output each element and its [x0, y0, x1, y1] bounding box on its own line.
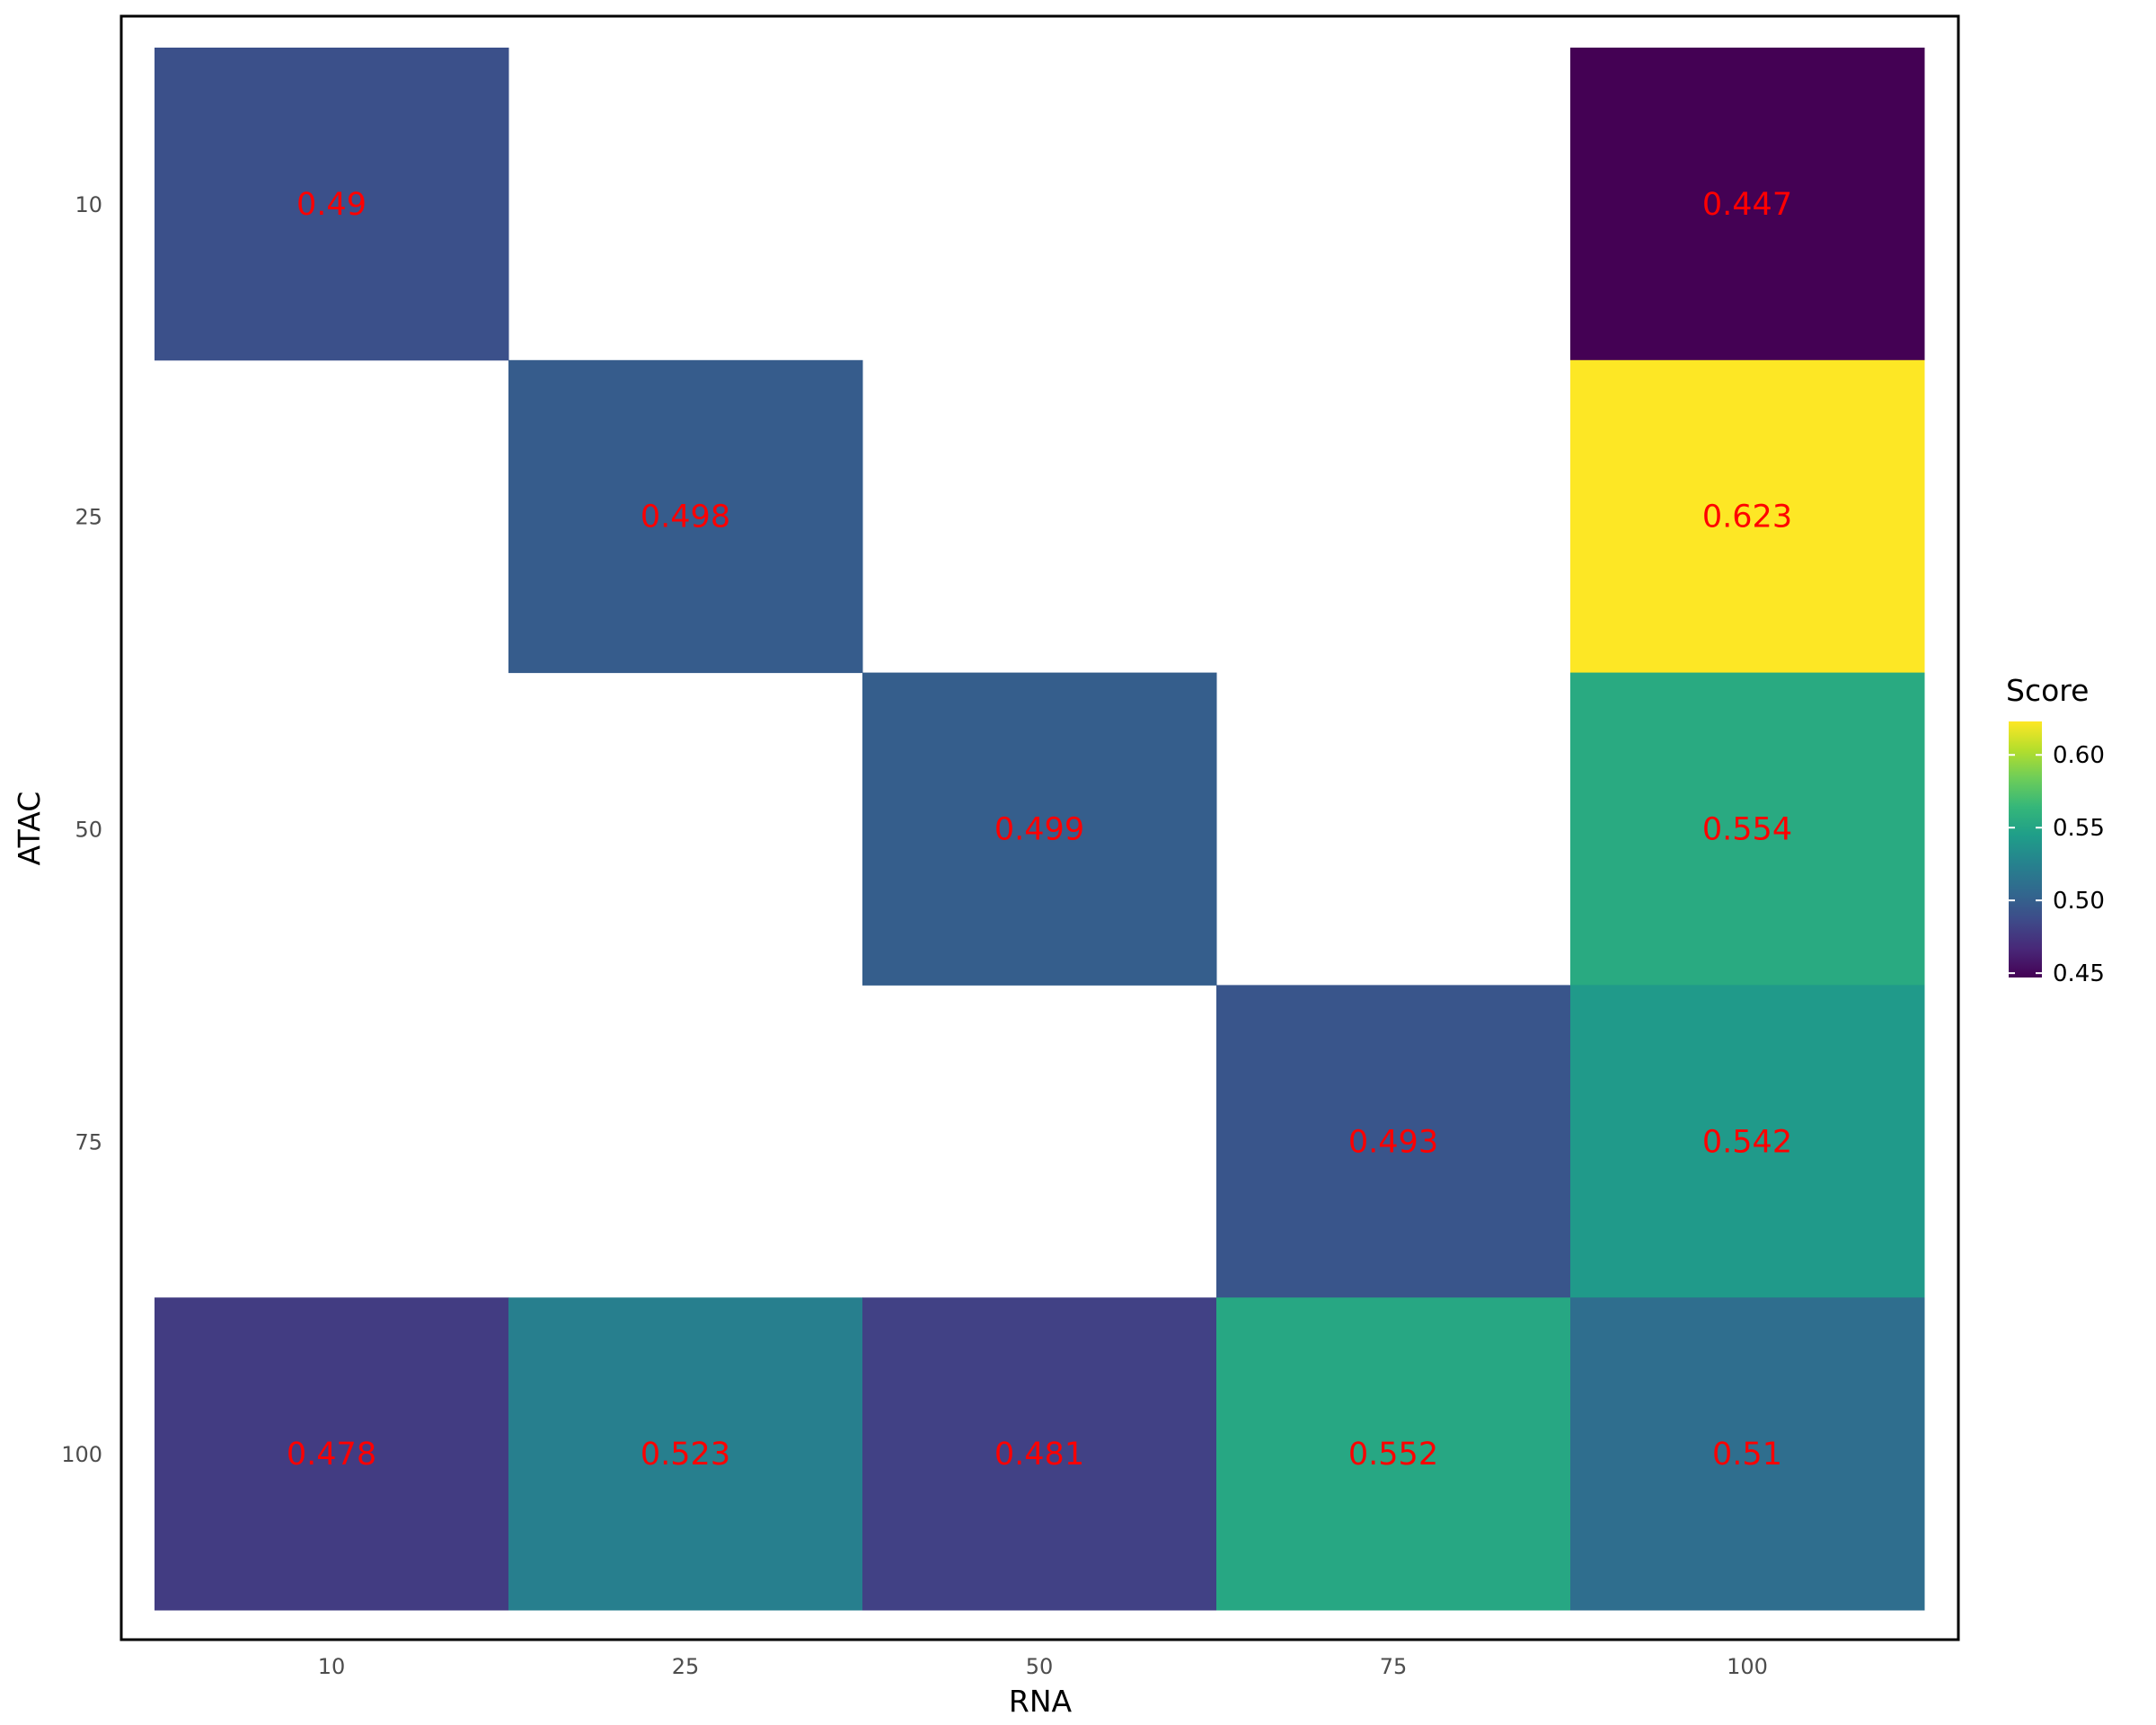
heatmap-cell-rna-10-atac-10	[155, 48, 509, 361]
legend-title: Score	[2006, 673, 2089, 708]
cell-value-label: 0.481	[994, 1437, 1084, 1473]
cell-value-label: 0.499	[994, 812, 1084, 848]
heatmap-cell-rna-50-atac-100	[862, 1297, 1217, 1611]
cell-value-label: 0.49	[296, 187, 367, 223]
y-tick-label: 75	[75, 1129, 102, 1154]
cell-value-label: 0.478	[287, 1437, 376, 1473]
heatmap-cell-rna-25-atac-100	[508, 1297, 863, 1611]
heatmap-cells	[155, 48, 1925, 1611]
heatmap-cell-rna-100-atac-50	[1570, 672, 1925, 986]
y-tick-label: 50	[75, 818, 102, 843]
cell-value-label: 0.498	[641, 500, 730, 535]
cell-value-label: 0.447	[1702, 187, 1792, 223]
x-tick-label: 10	[318, 1654, 346, 1679]
y-tick-label: 10	[75, 192, 102, 217]
legend-tick-label: 0.45	[2053, 960, 2105, 987]
x-tick-label: 100	[1727, 1654, 1768, 1679]
cell-value-label: 0.623	[1702, 500, 1792, 535]
plot-panel-border	[119, 14, 1960, 1641]
cell-value-label: 0.552	[1348, 1437, 1438, 1473]
heatmap-cell-rna-100-atac-25	[1570, 359, 1925, 674]
heatmap-cell-rna-75-atac-100	[1216, 1297, 1571, 1611]
cell-value-label: 0.51	[1712, 1437, 1782, 1473]
y-tick-label: 100	[61, 1442, 102, 1467]
heatmap-cell-rna-100-atac-75	[1570, 985, 1925, 1298]
legend-tick-label: 0.60	[2053, 742, 2105, 769]
y-axis-title: ATAC	[12, 792, 47, 866]
heatmap-cell-rna-75-atac-75	[1216, 985, 1571, 1298]
x-tick-label: 50	[1026, 1654, 1054, 1679]
heatmap-cell-rna-100-atac-10	[1570, 48, 1925, 361]
legend-ticks: 0.45 0.50 0.55 0.60	[2009, 742, 2105, 987]
x-tick-label: 75	[1380, 1654, 1408, 1679]
heatmap-cell-rna-10-atac-100	[155, 1297, 509, 1611]
legend-tick-label: 0.55	[2053, 815, 2105, 842]
x-axis-title: RNA	[1009, 1684, 1073, 1719]
cell-value-label: 0.493	[1348, 1124, 1438, 1160]
x-tick-label: 25	[672, 1654, 700, 1679]
y-axis-ticks: 10 25 50 75 100	[61, 192, 102, 1467]
heatmap-cell-rna-100-atac-100	[1570, 1297, 1925, 1611]
cell-value-label: 0.542	[1702, 1124, 1792, 1160]
legend-colorbar	[2009, 721, 2042, 978]
heatmap-cell-rna-50-atac-50	[862, 672, 1217, 986]
heatmap-cell-rna-25-atac-25	[508, 359, 863, 674]
x-axis-ticks: 10 25 50 75 100	[318, 1654, 1768, 1679]
legend-tick-label: 0.50	[2053, 888, 2105, 915]
cell-value-label: 0.554	[1702, 812, 1792, 848]
cell-value-label: 0.523	[641, 1437, 730, 1473]
y-tick-label: 25	[75, 505, 102, 530]
cell-value-labels: 0.49 0.447 0.498 0.623 0.499 0.554 0.493 0.542 0…	[287, 187, 1792, 1473]
color-legend: Score 0.45 0.50 0.55 0.60	[2006, 673, 2105, 987]
